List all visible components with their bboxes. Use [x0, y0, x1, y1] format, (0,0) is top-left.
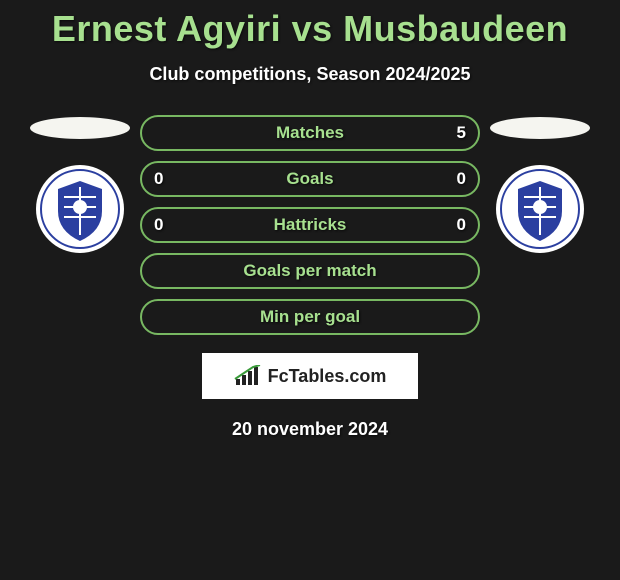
- stat-row: Goals 0 0: [140, 161, 480, 197]
- right-player-marker: [490, 117, 590, 139]
- stat-value-right: 0: [457, 215, 466, 235]
- comparison-content: Matches 5 Goals 0 0 Hattricks 0 0 Goals per matc…: [0, 115, 620, 335]
- right-club-badge: [496, 165, 584, 253]
- stat-label: Goals: [286, 169, 333, 189]
- page-title: Ernest Agyiri vs Musbaudeen: [0, 0, 620, 50]
- stat-row: Goals per match: [140, 253, 480, 289]
- stat-value-right: 5: [457, 123, 466, 143]
- stat-row: Hattricks 0 0: [140, 207, 480, 243]
- stat-value-left: 0: [154, 215, 163, 235]
- subtitle: Club competitions, Season 2024/2025: [0, 64, 620, 85]
- right-player-col: [480, 115, 600, 253]
- footer-date: 20 november 2024: [0, 419, 620, 440]
- site-logo-box: FcTables.com: [202, 353, 418, 399]
- stat-row: Matches 5: [140, 115, 480, 151]
- left-club-badge: [36, 165, 124, 253]
- stats-column: Matches 5 Goals 0 0 Hattricks 0 0 Goals per matc…: [140, 115, 480, 335]
- left-player-col: [20, 115, 140, 253]
- shield-icon: [500, 169, 580, 249]
- stat-label: Min per goal: [260, 307, 360, 327]
- site-logo-text: FcTables.com: [268, 366, 387, 387]
- shield-icon: [40, 169, 120, 249]
- stat-value-right: 0: [457, 169, 466, 189]
- left-player-marker: [30, 117, 130, 139]
- stat-label: Goals per match: [243, 261, 376, 281]
- stat-label: Matches: [276, 123, 344, 143]
- stat-value-left: 0: [154, 169, 163, 189]
- stat-row: Min per goal: [140, 299, 480, 335]
- bar-chart-icon: [234, 365, 262, 387]
- stat-label: Hattricks: [274, 215, 347, 235]
